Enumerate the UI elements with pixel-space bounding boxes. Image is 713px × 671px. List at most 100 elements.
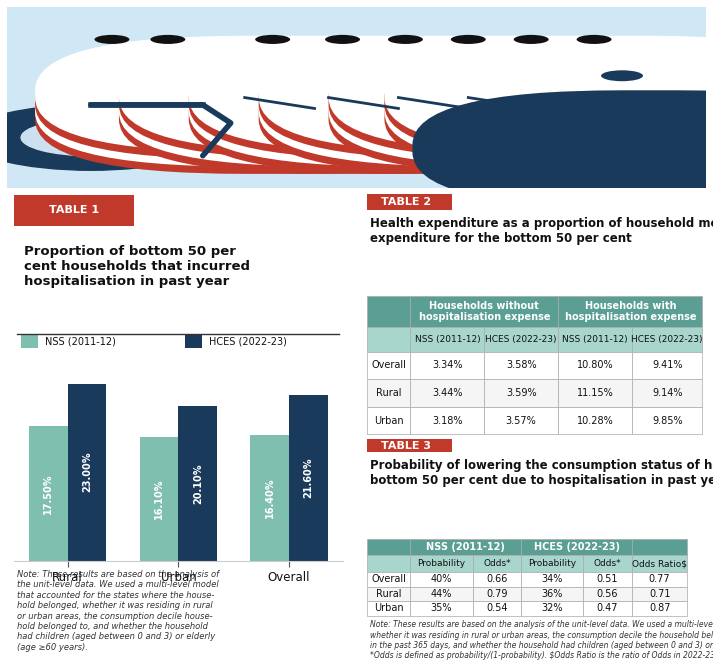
- Text: HCES (2022-23): HCES (2022-23): [486, 335, 557, 344]
- Circle shape: [514, 124, 619, 151]
- FancyBboxPatch shape: [473, 586, 521, 601]
- Text: 36%: 36%: [542, 589, 563, 599]
- FancyBboxPatch shape: [366, 407, 411, 434]
- Text: 10.80%: 10.80%: [577, 360, 613, 370]
- Circle shape: [328, 130, 385, 145]
- FancyBboxPatch shape: [632, 407, 702, 434]
- FancyBboxPatch shape: [411, 572, 473, 586]
- FancyBboxPatch shape: [583, 572, 632, 586]
- Text: 3.44%: 3.44%: [432, 388, 463, 398]
- FancyBboxPatch shape: [484, 352, 558, 379]
- FancyBboxPatch shape: [366, 539, 411, 556]
- FancyBboxPatch shape: [632, 352, 702, 379]
- FancyBboxPatch shape: [105, 72, 202, 109]
- FancyBboxPatch shape: [583, 601, 632, 616]
- Text: 0.71: 0.71: [649, 589, 670, 599]
- FancyBboxPatch shape: [411, 407, 484, 434]
- FancyBboxPatch shape: [521, 572, 583, 586]
- Text: 0.56: 0.56: [597, 589, 618, 599]
- FancyBboxPatch shape: [185, 334, 202, 348]
- FancyBboxPatch shape: [632, 586, 687, 601]
- Circle shape: [255, 35, 290, 44]
- FancyBboxPatch shape: [7, 7, 706, 189]
- Text: Households without
hospitalisation expense: Households without hospitalisation expen…: [419, 301, 550, 322]
- FancyBboxPatch shape: [473, 556, 521, 572]
- FancyBboxPatch shape: [558, 407, 632, 434]
- FancyBboxPatch shape: [259, 36, 713, 152]
- FancyBboxPatch shape: [484, 327, 558, 352]
- Text: 34%: 34%: [542, 574, 563, 584]
- Circle shape: [593, 130, 651, 145]
- FancyBboxPatch shape: [366, 556, 411, 572]
- Circle shape: [476, 70, 517, 81]
- Text: NSS (2011-12): NSS (2011-12): [45, 336, 116, 346]
- Text: 0.79: 0.79: [486, 589, 508, 599]
- Text: HCES (2022-23): HCES (2022-23): [209, 336, 287, 346]
- FancyBboxPatch shape: [411, 352, 484, 379]
- Circle shape: [514, 35, 549, 44]
- FancyBboxPatch shape: [35, 36, 511, 152]
- FancyBboxPatch shape: [632, 556, 687, 572]
- Circle shape: [252, 70, 294, 81]
- Text: NSS (2011-12): NSS (2011-12): [426, 542, 506, 552]
- FancyBboxPatch shape: [366, 379, 411, 407]
- Circle shape: [570, 124, 674, 151]
- Text: Note: These results are based on the analysis of
the unit-level data. We used a : Note: These results are based on the ana…: [17, 570, 220, 652]
- FancyBboxPatch shape: [411, 297, 558, 327]
- Circle shape: [119, 56, 189, 74]
- FancyBboxPatch shape: [329, 43, 713, 159]
- FancyBboxPatch shape: [21, 334, 38, 348]
- Text: Proportion of bottom 50 per
cent households that incurred
hospitalisation in pas: Proportion of bottom 50 per cent househo…: [24, 245, 250, 288]
- FancyBboxPatch shape: [189, 36, 664, 152]
- Text: 44%: 44%: [431, 589, 452, 599]
- Text: 10.28%: 10.28%: [577, 415, 613, 425]
- FancyBboxPatch shape: [366, 194, 453, 210]
- FancyBboxPatch shape: [366, 297, 411, 327]
- FancyBboxPatch shape: [366, 572, 411, 586]
- Circle shape: [468, 130, 525, 145]
- Text: 0.77: 0.77: [649, 574, 670, 584]
- Text: Urban: Urban: [374, 603, 404, 613]
- FancyBboxPatch shape: [35, 43, 511, 159]
- FancyBboxPatch shape: [329, 58, 713, 174]
- Text: NSS (2011-12): NSS (2011-12): [563, 335, 628, 344]
- FancyBboxPatch shape: [632, 327, 702, 352]
- FancyBboxPatch shape: [259, 43, 713, 159]
- FancyBboxPatch shape: [521, 586, 583, 601]
- FancyBboxPatch shape: [558, 297, 702, 327]
- Circle shape: [406, 70, 447, 81]
- FancyBboxPatch shape: [366, 586, 411, 601]
- Text: Probability of lowering the consumption status of household for
bottom 50 per ce: Probability of lowering the consumption …: [370, 459, 713, 487]
- Circle shape: [304, 124, 409, 151]
- Text: 0.54: 0.54: [486, 603, 508, 613]
- FancyBboxPatch shape: [473, 601, 521, 616]
- Text: 9.14%: 9.14%: [652, 388, 682, 398]
- FancyBboxPatch shape: [558, 379, 632, 407]
- Text: 35%: 35%: [431, 603, 452, 613]
- Text: Rural: Rural: [376, 589, 401, 599]
- FancyBboxPatch shape: [35, 50, 511, 166]
- Text: Overall: Overall: [371, 574, 406, 584]
- Circle shape: [398, 130, 455, 145]
- Text: Odds*: Odds*: [594, 559, 622, 568]
- Text: 0.51: 0.51: [597, 574, 618, 584]
- Circle shape: [0, 105, 217, 170]
- Circle shape: [325, 35, 360, 44]
- FancyBboxPatch shape: [384, 43, 713, 159]
- Circle shape: [220, 124, 325, 151]
- Text: 3.18%: 3.18%: [432, 415, 463, 425]
- FancyBboxPatch shape: [119, 50, 594, 166]
- Circle shape: [150, 35, 185, 44]
- Circle shape: [577, 35, 612, 44]
- FancyBboxPatch shape: [189, 58, 664, 174]
- Circle shape: [244, 130, 302, 145]
- Text: HCES (2022-23): HCES (2022-23): [632, 335, 703, 344]
- FancyBboxPatch shape: [632, 572, 687, 586]
- Text: TABLE 3: TABLE 3: [381, 441, 431, 451]
- Text: Probability: Probability: [417, 559, 466, 568]
- Text: 0.87: 0.87: [649, 603, 670, 613]
- FancyBboxPatch shape: [411, 327, 484, 352]
- Text: 3.57%: 3.57%: [506, 415, 537, 425]
- Text: 3.59%: 3.59%: [506, 388, 536, 398]
- Text: Odds*: Odds*: [483, 559, 511, 568]
